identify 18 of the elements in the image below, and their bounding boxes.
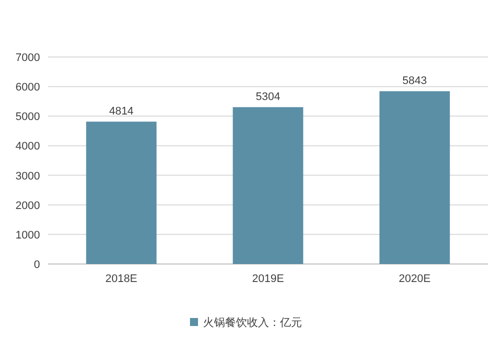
bar (379, 91, 450, 264)
legend-label: 火锅餐饮收入：亿元 (203, 316, 302, 329)
y-tick-label: 5000 (16, 111, 40, 124)
y-tick-label: 1000 (16, 229, 40, 242)
y-tick-label: 0 (34, 259, 40, 271)
data-label: 4814 (109, 106, 134, 118)
data-label: 5843 (402, 75, 427, 88)
y-tick-label: 7000 (16, 52, 40, 64)
x-tick-label: 2018E (105, 273, 138, 285)
data-label: 5304 (256, 91, 280, 104)
y-tick-label: 2000 (16, 200, 40, 212)
x-tick-label: 2020E (398, 273, 431, 285)
y-tick-label: 6000 (16, 82, 40, 94)
y-tick-label: 3000 (16, 170, 40, 182)
x-tick-label: 2019E (252, 273, 284, 285)
bar (232, 107, 304, 264)
y-tick-label: 4000 (16, 140, 40, 153)
bar (86, 122, 157, 264)
